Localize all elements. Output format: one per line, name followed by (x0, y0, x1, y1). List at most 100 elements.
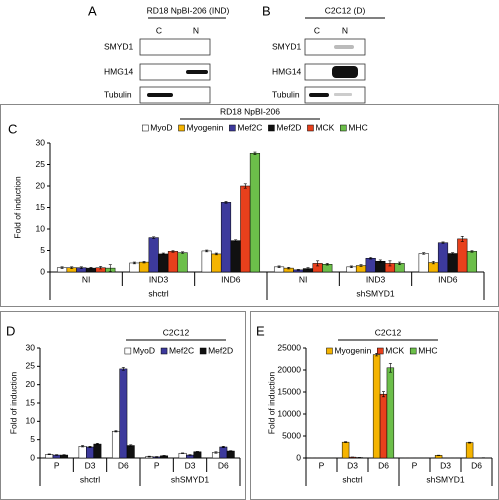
band (309, 93, 329, 97)
y-tick-label: 25 (26, 361, 36, 371)
bar (211, 253, 222, 273)
x-tick-label: D6 (218, 460, 229, 470)
blot-title: C2C12 (D) (325, 5, 366, 15)
error-bar (431, 260, 435, 265)
panel-letter: B (262, 3, 271, 18)
bar (466, 251, 478, 273)
error-bar (229, 450, 233, 452)
lane-label: C (314, 25, 320, 35)
group-label: shctrl (342, 474, 362, 484)
bar (437, 242, 449, 273)
band (334, 93, 352, 96)
legend-swatch (377, 347, 384, 355)
y-tick-label: 0 (296, 452, 301, 462)
bar (93, 443, 102, 459)
error-bar (114, 430, 118, 433)
row-label: HMG14 (272, 66, 302, 76)
error-bar (306, 267, 310, 270)
error-bar (60, 266, 64, 269)
y-axis-label: Fold of induction (266, 372, 276, 435)
error-bar (88, 445, 92, 449)
y-tick-label: 5 (30, 434, 35, 444)
y-axis-label: Fold of induction (12, 176, 22, 239)
x-tick-label: D6 (471, 460, 482, 470)
legend-swatch (340, 124, 347, 132)
error-bar (398, 261, 402, 265)
x-tick-label: D6 (118, 460, 129, 470)
error-bar (224, 201, 228, 204)
bar (465, 442, 474, 459)
bar (201, 250, 212, 273)
error-bar (214, 252, 218, 256)
bar (240, 185, 251, 273)
panel-letter: C (8, 121, 17, 136)
x-tick-label: D3 (85, 460, 96, 470)
row-label: Tubulin (104, 89, 132, 99)
y-tick-label: 0 (40, 266, 45, 276)
bar (386, 367, 395, 459)
band (332, 66, 358, 78)
bar (365, 257, 376, 273)
legend-label: MyoD (150, 122, 172, 132)
x-tick-label: P (54, 460, 60, 470)
error-bar (47, 453, 51, 455)
group-label: shSMYD1 (426, 474, 465, 484)
error-bar (388, 260, 392, 267)
y-tick-label: 25000 (277, 342, 301, 352)
row-label: Tubulin (272, 89, 300, 99)
y-tick-label: 30 (36, 137, 46, 147)
x-tick-label: IND3 (366, 274, 386, 284)
error-bar (99, 266, 103, 270)
legend-label: MCK (385, 345, 404, 355)
y-tick-label: 20 (36, 180, 46, 190)
bar (148, 237, 159, 273)
legend-label: MyoD (133, 345, 155, 355)
legend-label: Myogenin (334, 345, 371, 355)
error-bar (253, 151, 257, 155)
error-bar (359, 264, 363, 267)
error-bar (325, 263, 329, 266)
x-tick-label: IND6 (221, 274, 241, 284)
bar (119, 368, 128, 459)
legend-label: Mef2D (276, 122, 301, 132)
y-tick-label: 5 (40, 245, 45, 255)
legend-label: MHC (418, 345, 437, 355)
legend-label: Mef2D (208, 345, 233, 355)
x-tick-label: NI (82, 274, 91, 284)
error-bar (161, 252, 165, 256)
legend-swatch (307, 124, 314, 132)
blot-box (139, 63, 211, 81)
error-bar (205, 249, 209, 253)
panel-letter: A (88, 3, 97, 18)
bar (78, 446, 87, 459)
error-bar (95, 443, 99, 446)
error-bar (89, 266, 93, 270)
y-tick-label: 10 (36, 223, 46, 233)
panel-letter: E (256, 323, 265, 338)
bar (230, 240, 241, 273)
bar (126, 445, 135, 459)
band (147, 93, 173, 97)
error-bar (349, 265, 353, 268)
legend-swatch (268, 124, 275, 132)
y-tick-label: 15000 (277, 386, 301, 396)
x-tick-label: D3 (347, 460, 358, 470)
error-bar (171, 250, 175, 253)
error-bar (142, 260, 146, 264)
error-bar (296, 269, 300, 271)
bar (418, 253, 429, 273)
error-bar (344, 441, 348, 443)
error-bar (451, 252, 455, 255)
error-bar (388, 363, 392, 373)
error-bar (81, 445, 85, 448)
y-tick-label: 30 (26, 342, 36, 352)
bar (457, 238, 468, 273)
bar (86, 446, 94, 459)
y-tick-label: 15 (26, 397, 36, 407)
bar (249, 153, 261, 273)
y-axis-label: Fold of induction (8, 372, 18, 435)
bar (220, 202, 232, 273)
blot-a (139, 17, 226, 104)
group-label: shctrl (80, 474, 100, 484)
